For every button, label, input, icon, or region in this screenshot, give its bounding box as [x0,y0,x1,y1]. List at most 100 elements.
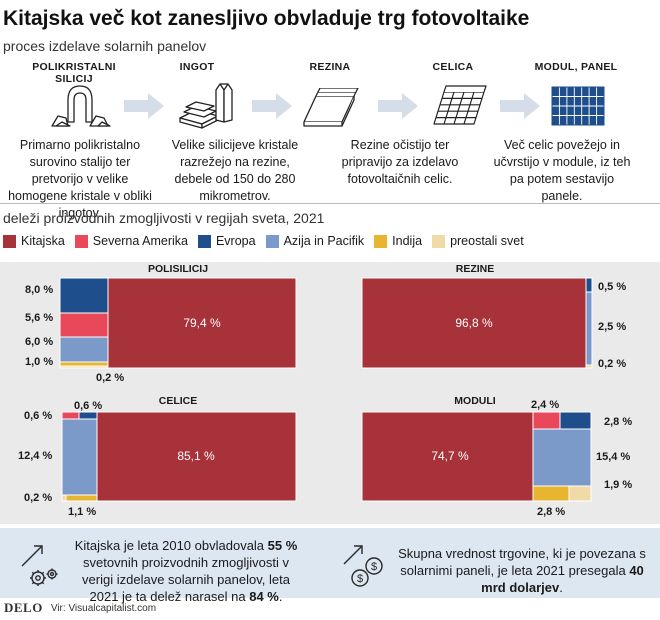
footer-left-bold2: 84 % [249,589,279,604]
stage-title-cell: CELICA [432,61,474,73]
label-azija: 6,0 % [25,336,53,348]
label-preostali: 0,2 % [96,372,124,384]
label-evropa: 2,8 % [604,416,632,428]
bar-indija [532,485,570,502]
legend-swatch [432,234,446,248]
module-icon [551,86,605,126]
legend-label: Azija in Pacifik [283,234,365,248]
bar-kitajska [96,411,297,502]
brand-logo: DELO [4,600,43,615]
polysilicon-icon [51,85,111,127]
stage-title-wafer: REZINA [309,61,351,73]
legend-swatch [197,234,211,248]
bar-kitajska [107,277,297,369]
source-line: DELO Vir: Visualcapitalist.com [4,600,156,616]
legend-label: Evropa [215,234,256,248]
label-azija: 15,4 % [596,451,630,463]
growth-gears-icon [21,545,58,586]
footer-right-pre: Skupna vrednost trgovine, ki je povezana… [398,546,646,578]
legend-swatch [74,234,88,248]
label-kitajska: 85,1 % [177,449,215,463]
bar-severna-amerika [532,411,561,430]
arrow-1-icon [124,93,164,119]
legend-swatch [374,234,388,248]
page-subtitle: proces izdelave solarnih panelov [3,38,207,54]
label-azija: 2,5 % [598,321,626,333]
legend-item-severna-amerika: Severna Amerika [74,234,188,248]
ingot-icon [179,83,233,129]
legend: Kitajska Severna Amerika Evropa Azija in… [3,234,534,248]
legend-item-evropa: Evropa [197,234,256,248]
bar-preostali [568,485,592,502]
stage-desc-cell: Več celic povežejo in učvrstijo v module… [493,138,631,203]
label-preostali: 1,9 % [604,479,632,491]
stage-desc-ingot: Velike silicijeve kristale razrežejo na … [171,138,299,203]
label-preostali: 0,2 % [598,358,626,370]
legend-item-preostali: preostali svet [432,234,524,248]
cell-icon [433,85,487,125]
label-evropa: 0,5 % [598,281,626,293]
footer-right-end: . [559,580,563,595]
label-azija: 12,4 % [18,450,52,462]
label-indija: 2,8 % [537,506,565,518]
label-kitajska: 79,4 % [183,316,221,330]
label-preostali: 0,2 % [24,492,52,504]
bar-evropa [559,411,592,430]
legend-label: Severna Amerika [92,234,188,248]
bar-preostali [585,364,593,369]
bar-azija [532,428,592,487]
stage-desc-wafer: Rezine očistijo ter pripravijo za izdela… [341,138,459,186]
label-indija: 1,0 % [25,356,53,368]
trade-dollar-icon: $ $ [343,545,383,587]
page-title: Kitajska več kot zanesljivo obvladuje tr… [3,7,530,30]
label-indija: 1,1 % [68,506,96,518]
footer-right-text: Skupna vrednost trgovine, ki je povezana… [398,545,646,596]
bar-azija [585,291,593,366]
label-evropa: 0,6 % [74,400,102,412]
bar-indija [65,494,98,502]
divider [0,203,660,204]
legend-swatch [265,234,279,248]
bar-evropa [78,411,98,420]
chart-title-celice: CELICE [159,395,198,407]
bar-azija [61,418,98,496]
bar-preostali [61,494,67,502]
footer-left-end: . [278,589,283,604]
legend-item-indija: Indija [374,234,422,248]
label-kitajska: 96,8 % [455,316,493,330]
legend-label: Indija [392,234,423,248]
bar-severna-amerika [59,312,109,338]
footer-right-bold: 40 mrd dolarjev [481,563,644,595]
footer-left-text: Kitajska je leta 2010 obvladovala 55 % s… [70,537,302,605]
arrow-4-icon [500,93,540,119]
label-evropa: 8,0 % [25,284,53,296]
chart-title-rezine: REZINE [456,263,495,275]
legend-label: preostali svet [450,234,524,248]
bar-indija [59,361,109,367]
label-severna-amerika: 5,6 % [25,312,53,324]
stage-title-polysilicon: POLIKRISTALNI SILICIJ [32,61,116,85]
bar-evropa [585,277,593,293]
stage-desc-polysilicon: Primarno polikristalno surovino stalijo … [8,138,152,220]
footer-left-mid: svetovnih proizvodnih zmogljivosti v ver… [82,555,290,604]
svg-text:$: $ [371,561,377,573]
legend-label: Kitajska [21,234,65,248]
section-label: deleži proizvodnih zmogljivosti v regija… [3,210,325,226]
label-severna-amerika: 2,4 % [531,399,559,411]
footer-left-bold1: 55 % [267,538,298,553]
treemap-charts: POLISILICIJ 79,4 % 8,0 % 5,6 % 6,0 % 1,0 % 0,2… [18,263,632,518]
bar-evropa [59,277,109,314]
label-kitajska: 74,7 % [431,449,469,463]
stage-title-module: MODUL, PANEL [534,61,618,73]
bar-azija [59,336,109,363]
svg-text:$: $ [357,573,363,585]
bar-severna-amerika [61,411,80,420]
label-severna-amerika: 0,6 % [24,410,52,422]
bar-kitajska [361,411,534,502]
legend-item-kitajska: Kitajska [3,234,65,248]
footer-panel [0,528,660,598]
chart-title-polisilicij: POLISILICIJ [148,263,208,275]
stage-title-ingot: INGOT [179,61,215,73]
footer-left-pre: Kitajska je leta 2010 obvladovala [74,538,268,553]
legend-swatch [3,234,16,248]
